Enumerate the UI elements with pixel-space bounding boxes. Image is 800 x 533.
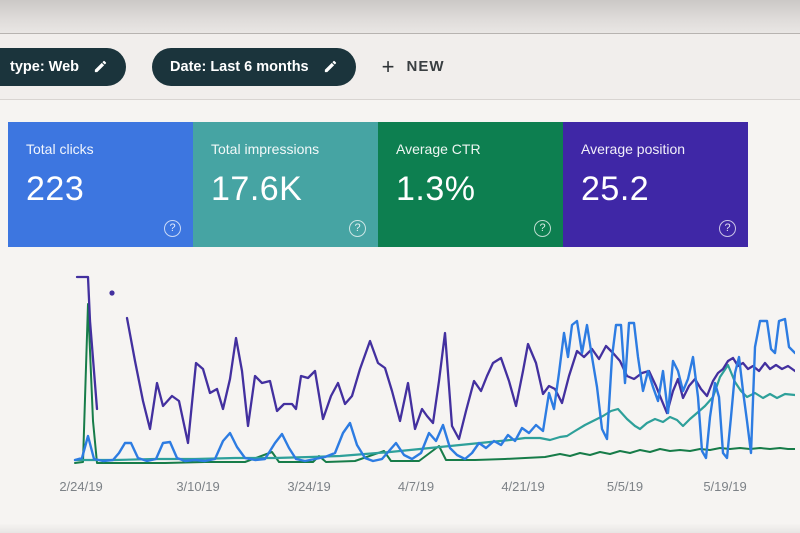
metric-card-label: Total clicks <box>26 141 94 157</box>
series-line-total-impressions <box>73 363 795 462</box>
metric-card-value: 17.6K <box>211 170 303 208</box>
edit-icon <box>323 59 338 74</box>
series-line-total-clicks <box>73 317 795 463</box>
plus-icon: + <box>381 53 395 79</box>
metric-card-label: Total impressions <box>211 141 320 157</box>
series-line-average-position <box>75 275 99 411</box>
x-axis-tick-label: 3/24/19 <box>287 479 331 494</box>
x-axis-tick-label: 4/7/19 <box>397 479 435 494</box>
help-icon[interactable]: ? <box>719 220 736 237</box>
x-axis-tick-label: 4/21/19 <box>501 479 545 494</box>
date-filter-chip[interactable]: Date: Last 6 months <box>152 47 356 86</box>
window-top-edge <box>0 0 800 34</box>
edit-icon <box>93 59 108 74</box>
metric-cards-row: Total clicks 223 ? Total impressions 17.… <box>8 122 748 247</box>
window-bottom-edge <box>0 523 800 533</box>
x-axis-tick-label: 5/5/19 <box>606 479 644 494</box>
metric-card-value: 1.3% <box>396 170 476 208</box>
date-filter-label: Date: Last 6 months <box>170 58 309 75</box>
x-axis-tick-label: 5/19/19 <box>703 479 747 494</box>
new-filter-button[interactable]: + NEW <box>381 53 445 79</box>
series-line-average-position <box>125 316 795 445</box>
x-axis-tick-label: 3/10/19 <box>176 479 220 494</box>
chart-canvas[interactable] <box>55 261 795 473</box>
metric-card-value: 25.2 <box>581 170 650 208</box>
search-type-filter-label: type: Web <box>10 58 80 75</box>
metric-card-label: Average position <box>581 141 686 157</box>
x-axis-tick-label: 2/24/19 <box>59 479 103 494</box>
help-icon[interactable]: ? <box>534 220 551 237</box>
metric-card-average-ctr[interactable]: Average CTR 1.3% ? <box>378 122 563 247</box>
help-icon[interactable]: ? <box>164 220 181 237</box>
series-point-average-position <box>109 290 115 296</box>
performance-chart[interactable]: 2/24/19 3/10/19 3/24/19 4/7/19 4/21/19 5… <box>55 261 795 503</box>
new-filter-label: NEW <box>406 58 445 75</box>
filter-bar: type: Web Date: Last 6 months + NEW <box>0 34 800 100</box>
metric-card-value: 223 <box>26 170 85 208</box>
metric-card-total-impressions[interactable]: Total impressions 17.6K ? <box>193 122 378 247</box>
search-type-filter-chip[interactable]: type: Web <box>0 47 127 86</box>
metric-card-average-position[interactable]: Average position 25.2 ? <box>563 122 748 247</box>
metric-card-label: Average CTR <box>396 141 481 157</box>
chart-x-axis: 2/24/19 3/10/19 3/24/19 4/7/19 4/21/19 5… <box>55 477 795 503</box>
series-line-average-ctr <box>74 303 795 464</box>
help-icon[interactable]: ? <box>349 220 366 237</box>
metric-card-total-clicks[interactable]: Total clicks 223 ? <box>8 122 193 247</box>
